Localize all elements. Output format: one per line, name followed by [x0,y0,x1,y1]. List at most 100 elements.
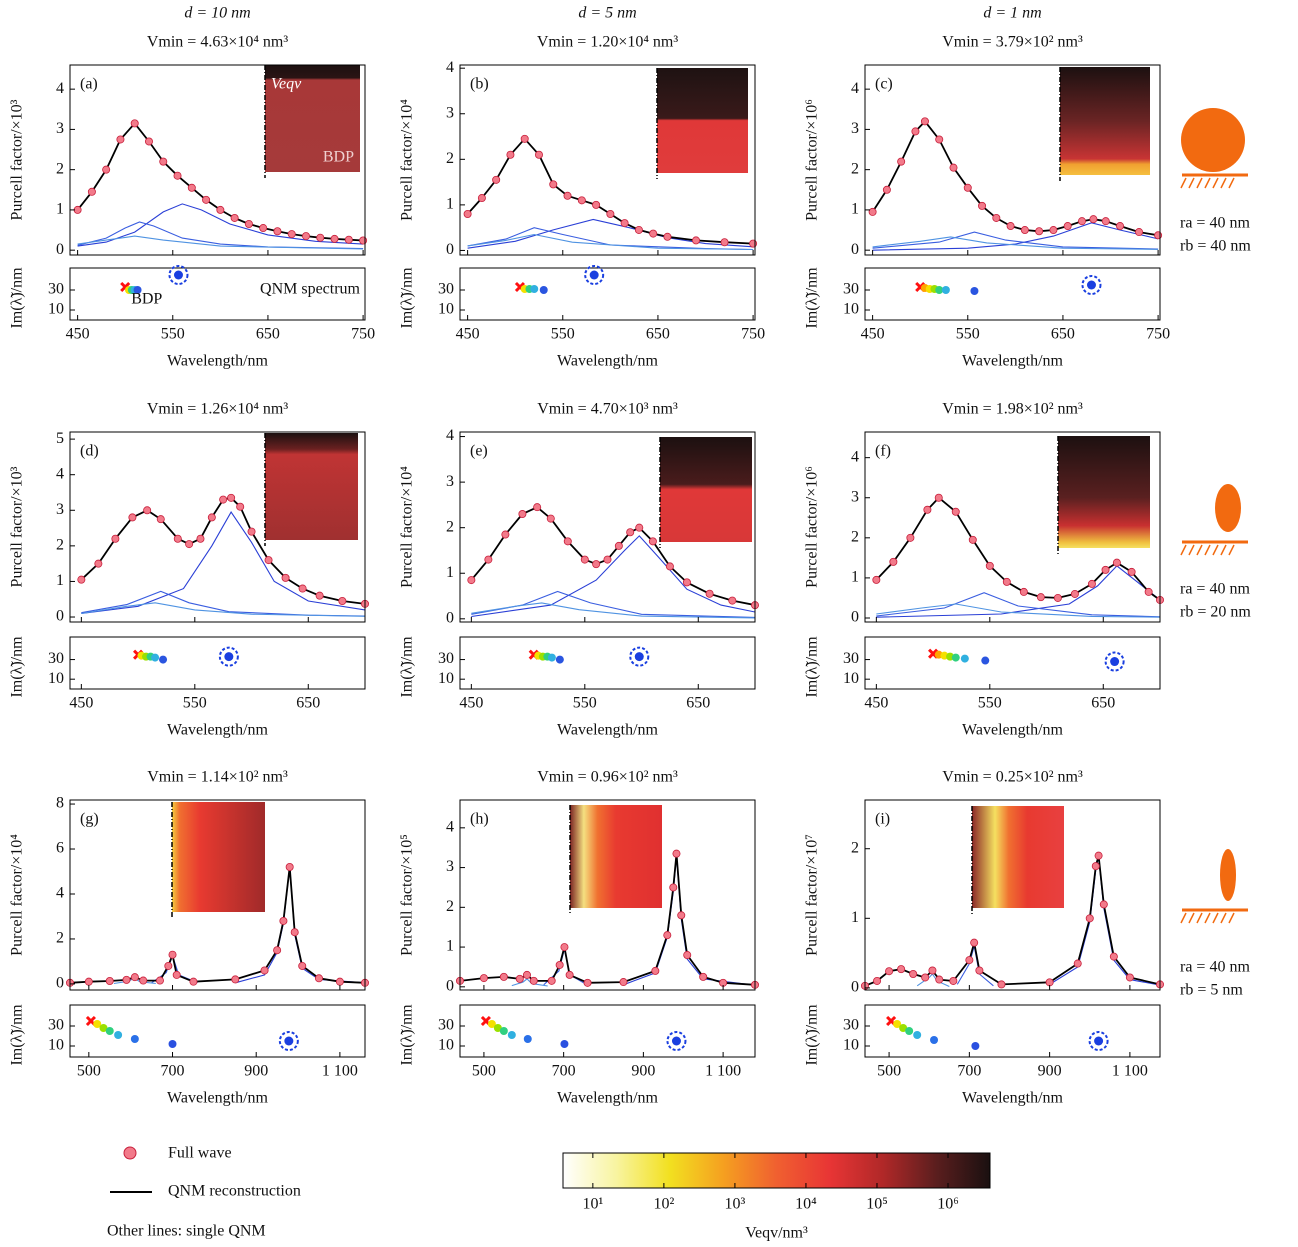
highlight-ring [168,265,189,285]
y-axis-label: Purcell factor/×10⁶ [804,466,821,588]
particle-icon [1180,108,1248,924]
x-tick-label: 700 [552,1063,576,1080]
full-wave-point [1154,231,1163,240]
full-wave-point [549,180,558,189]
spectrum-frame [864,1004,1161,1058]
legend-label: Full wave [168,1145,232,1162]
full-wave-point [281,573,290,582]
full-wave-point [663,232,672,241]
y-tick-label: 8 [56,795,64,812]
qnm-line [872,231,1159,250]
x-axis-label: Wavelength/nm [557,353,658,370]
full-wave-point [102,165,111,174]
spectrum-frame [69,636,366,690]
full-wave-point [216,205,225,214]
x-tick-label: 500 [472,1063,496,1080]
x-tick-label: 550 [573,695,597,712]
x-tick-label: 650 [296,695,320,712]
full-wave-point [1002,577,1011,586]
spectrum-frame [459,636,756,690]
colorbar-tick-label: 10⁶ [937,1196,959,1213]
panel-label: (d) [80,443,99,460]
spectrum-y-axis-label: Im(λ̃)/nm [399,636,416,698]
qnm-line [77,235,364,250]
plot-frame [459,64,756,256]
spectrum-y-tick-label: 30 [438,1017,454,1034]
full-wave-point [906,533,915,542]
highlight-point [1094,1036,1104,1046]
y-tick-label: 3 [446,858,454,875]
full-wave-point [73,205,82,214]
full-wave-point [533,503,542,512]
x-tick-label: 1 100 [1112,1063,1148,1080]
panel-title: Vmin = 4.63×10⁴ nm³ [147,34,289,51]
full-wave-point [1087,579,1096,588]
qnm-point [105,1027,114,1035]
y-tick-label: 1 [56,201,64,218]
full-wave-point [522,970,531,979]
panel-label: (f) [875,443,891,460]
x-tick-label: 450 [69,695,93,712]
x-tick-label: 450 [456,326,480,343]
inset-label: Veqv [271,76,302,93]
y-tick-label: 0 [851,609,859,626]
highlight-point [671,1036,681,1046]
highlight-point [224,652,234,662]
full-wave-point [231,975,240,984]
spectrum-y-tick-label: 10 [843,670,859,687]
full-wave-point [314,974,323,983]
full-wave-point [949,976,958,985]
full-wave-point [1006,222,1015,231]
x-tick-label: 450 [459,695,483,712]
y-tick-label: 0 [56,975,64,992]
full-wave-point [1101,565,1110,574]
panel-label: (e) [470,443,488,460]
full-wave-point [963,183,972,192]
full-wave-point [484,555,493,564]
full-wave-point [620,219,629,228]
particle-size: ra = 40 nm [1180,581,1250,598]
x-tick-label: 1 100 [705,1063,741,1080]
full-wave-point [111,534,120,543]
y-tick-label: 4 [446,427,454,444]
colorbar-tick-label: 10² [653,1196,674,1213]
full-wave-point [889,557,898,566]
qnm-line [872,236,1159,250]
full-wave-point [1112,558,1121,567]
qnm-line [467,227,754,251]
qnm-line [81,511,365,615]
y-tick-label: 0 [851,241,859,258]
full-wave-point [247,527,256,536]
full-wave-point [84,977,93,986]
colorbar [562,1152,991,1189]
inset-map [660,437,752,542]
full-wave-point [463,209,472,218]
qnm-point [159,655,168,664]
spectrum-y-tick-label: 30 [438,650,454,667]
y-tick-label: 1 [851,909,859,926]
spectrum-y-tick-label: 30 [843,281,859,298]
legend-marker [123,1146,137,1160]
full-wave-point [168,950,177,959]
qnm-point [899,1024,908,1032]
x-axis-label: Wavelength/nm [962,1090,1063,1107]
full-wave-point [682,578,691,587]
panel-title: Vmin = 1.14×10² nm³ [147,769,288,786]
y-tick-label: 1 [851,569,859,586]
x-tick-label: 450 [861,326,885,343]
full-wave-point [970,938,979,947]
full-wave-point [992,213,1001,222]
full-wave-point [1063,222,1072,231]
full-wave-point [477,194,486,203]
full-wave-point [87,187,96,196]
full-wave-point [139,976,148,985]
full-wave-point [720,238,729,247]
full-wave-point [921,973,930,982]
full-wave-point [1109,952,1118,961]
full-wave-point [897,965,906,974]
qnm-point [93,1020,102,1028]
full-wave-point [1127,567,1136,576]
x-tick-label: 450 [864,695,888,712]
qnm-point [133,286,142,294]
qnm-line [467,233,754,251]
